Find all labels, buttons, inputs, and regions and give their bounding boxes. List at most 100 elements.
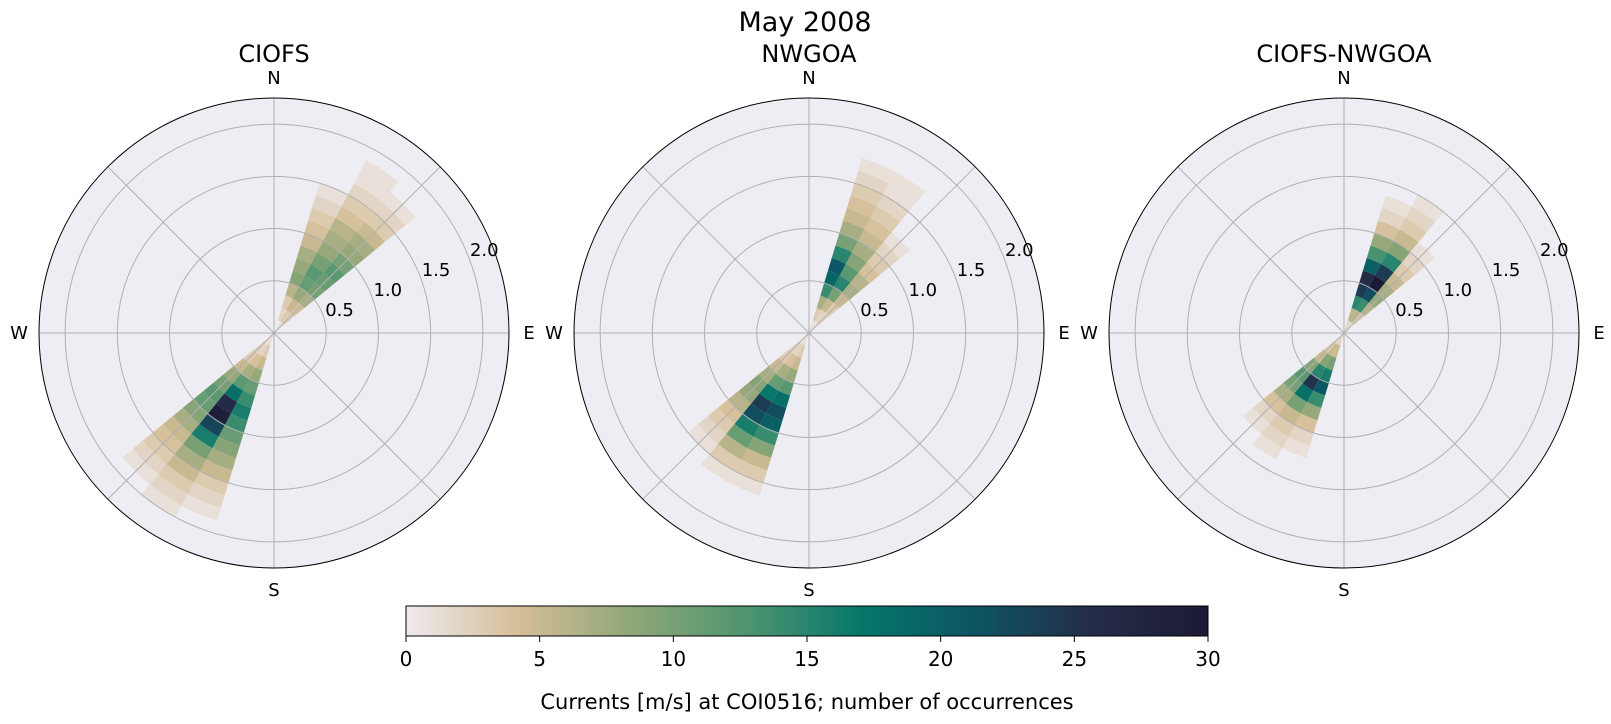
rose-bar-cell (308, 208, 336, 230)
rose-bar-cell (767, 373, 785, 391)
rose-bar-cell (734, 413, 760, 437)
rose-bar-cell (1282, 436, 1310, 458)
rose-bar-cell (174, 444, 207, 472)
rose-bar-cell (747, 436, 775, 458)
rose-bar-cell (1335, 333, 1344, 345)
rose-bar-cell (224, 413, 248, 433)
rose-bar-cell (850, 183, 883, 207)
polar-outline (1108, 97, 1580, 569)
panel-title: CIOFS-NWGOA (1256, 40, 1432, 68)
rose-bar-cell (1286, 393, 1308, 414)
rose-bar-cell (751, 393, 773, 414)
angular-grid-line (642, 166, 810, 334)
radial-tick-label: 0.5 (325, 300, 354, 321)
polar-grid (39, 98, 509, 568)
rose-bar-cell (858, 229, 884, 253)
rose-panel-3: 0.5 1.0 1.5 2.0 N E S W CIOFS-NWGOA (1080, 40, 1605, 601)
colorbar-tick-label: 25 (1062, 647, 1087, 671)
rose-bar-cell (1300, 402, 1322, 421)
rose-bar-cell (200, 459, 233, 483)
rose-bar-cell (839, 220, 865, 241)
colorbar-tick-label: 15 (794, 647, 819, 671)
colorbar-tick-label: 0 (400, 647, 413, 671)
radial-tick-label: 0.5 (1395, 300, 1424, 321)
colorbar-label: Currents [m/s] at COI0516; number of occ… (540, 690, 1073, 714)
rose-bar-cell (889, 171, 925, 202)
rose-bar-cell (759, 413, 783, 433)
colorbar-ticks: 0 5 10 15 20 25 30 (400, 636, 1221, 671)
rose-bar-cell (1370, 233, 1394, 253)
rose-bar-cell (292, 258, 311, 276)
rose-bar-cell (1319, 353, 1332, 368)
rose-bar-cell (281, 295, 293, 310)
rose-bar-cell (323, 229, 349, 253)
rose-bar-cell (296, 245, 318, 264)
rose-bar-cell (882, 183, 917, 212)
compass-label-e: E (1058, 323, 1069, 344)
rose-bar-cell (193, 471, 229, 496)
rose-bar-cell (335, 206, 366, 233)
rose-bar-cell (292, 286, 308, 303)
rose-bar-cell (1337, 333, 1344, 346)
rose-bar-cell (827, 258, 846, 276)
radial-tick-label: 0.5 (860, 300, 889, 321)
rose-bar-cell (809, 320, 816, 333)
angular-grid-line (107, 332, 275, 500)
angular-grid-line (273, 166, 441, 334)
colorbar: 0 5 10 15 20 25 30 Currents [m/s] at COI0516; … (400, 605, 1221, 714)
rose-bar-cell (839, 263, 859, 283)
rose-bar-cell (286, 298, 299, 313)
colorbar-tick-label: 10 (661, 647, 686, 671)
radial-tick-label: 1.0 (373, 280, 402, 301)
rose-bar-cell (329, 217, 357, 243)
rose-bar-cell (257, 343, 268, 357)
angular-grid-line (808, 332, 976, 500)
radial-tick-labels: 0.5 1.0 1.5 2.0 (860, 240, 1033, 321)
rose-bar-cell (1294, 383, 1314, 403)
angular-grid-line (1343, 332, 1511, 500)
rose-bar-cell (1356, 298, 1369, 313)
rose-bar-cell (1261, 423, 1289, 449)
rose-bar-cell (304, 263, 324, 283)
rose-bar-cell (255, 356, 267, 371)
rose-bar-cell (809, 321, 818, 333)
rose-bar-cell (1374, 263, 1394, 283)
rose-bar-cell (304, 220, 330, 241)
rose-bar-cell (833, 275, 851, 293)
rose-bar-cell (216, 393, 238, 414)
radial-tick-label: 1.5 (422, 260, 451, 281)
rose-bar-cell (864, 217, 892, 243)
rose-bars (122, 160, 416, 521)
rose-bar-cell (735, 459, 768, 483)
rose-bar-cell (1381, 195, 1412, 218)
compass-label-n: N (802, 68, 815, 89)
rose-bar-cell (166, 454, 201, 483)
rose-bar-cell (1344, 321, 1353, 333)
rose-bar-cell (765, 402, 787, 421)
rose-bar-cell (845, 252, 867, 273)
compass-label-s: S (268, 580, 279, 601)
panel-title: CIOFS (238, 40, 309, 68)
rose-bar-cell (224, 383, 244, 403)
rose-bar-cell (1405, 206, 1436, 233)
rose-bar-cell (1399, 217, 1427, 243)
rose-bar-cell (1387, 240, 1411, 263)
rose-bar-cell (181, 494, 221, 521)
panel-title: NWGOA (761, 40, 857, 68)
rose-bar-cell (311, 195, 342, 218)
angular-grid-line (642, 332, 810, 500)
rose-bar-cell (1269, 413, 1295, 437)
rose-bar-cell (831, 245, 853, 264)
rose-bar-cell (852, 240, 876, 263)
compass-label-n: N (1337, 68, 1350, 89)
rose-bar-cell (784, 367, 798, 383)
rose-bar-cell (775, 363, 791, 380)
rose-bar-cell (816, 295, 828, 310)
rose-bar-cell (249, 353, 262, 368)
rose-bar-cell (778, 379, 794, 396)
rose-bar-cell (726, 423, 754, 449)
radial-tick-label: 1.0 (908, 280, 937, 301)
rose-bar-cell (1288, 425, 1314, 446)
rose-bar-cell (835, 233, 859, 253)
rose-bar-cell (827, 286, 843, 303)
